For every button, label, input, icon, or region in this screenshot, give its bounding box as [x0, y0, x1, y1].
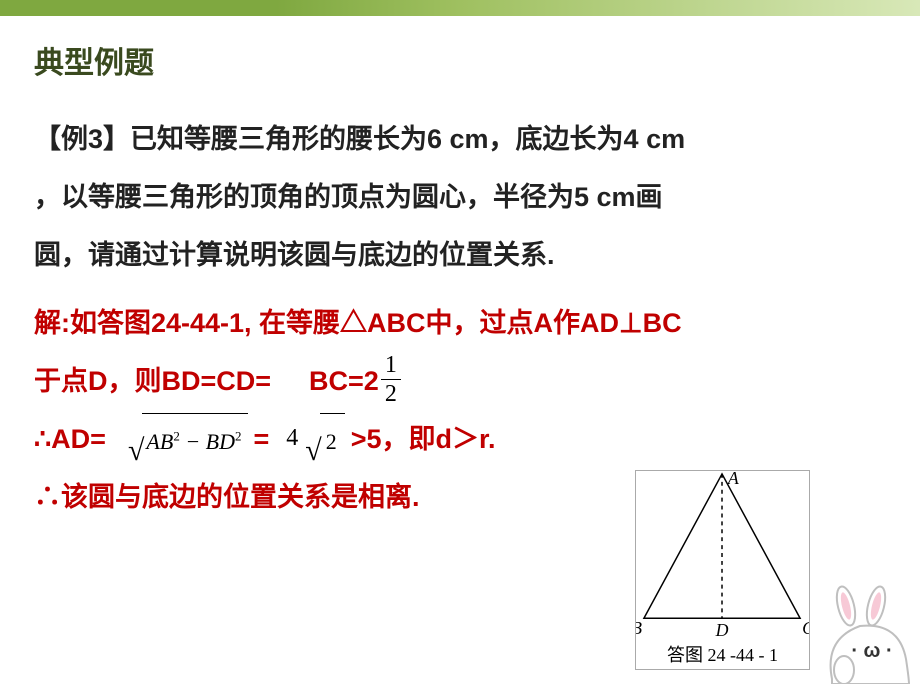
gradient-top-bar [0, 0, 920, 16]
sqrt-2: √ 2 [305, 413, 346, 465]
cartoon-rabbit-icon: · ω · [814, 584, 914, 684]
problem-line-2: ，以等腰三角形的顶角的顶点为圆心，半径为5 cm画 [34, 168, 890, 226]
problem-line-3: 圆，请通过计算说明该圆与底边的位置关系. [34, 226, 890, 284]
sol3-part-c: >5，即d＞r. [351, 410, 496, 468]
section-heading: 典型例题 [34, 38, 890, 82]
sqrt-ab2-bd2: √ AB2 − BD2 [128, 413, 250, 465]
label-c: C [802, 618, 809, 638]
rabbit-face-text: · ω · [851, 640, 892, 662]
coefficient-4: 4 [286, 413, 298, 465]
slide-content: 典型例题 【例3】已知等腰三角形的腰长为6 cm，底边长为4 cm ，以等腰三角… [0, 16, 920, 546]
fraction-numerator: 1 [381, 353, 401, 379]
sol2-part-b: BC=2 [309, 352, 379, 410]
radicand-2: 2 [320, 413, 345, 465]
sol2-part-a: 于点D，则BD=CD= [34, 352, 271, 410]
label-d: D [715, 620, 729, 640]
problem-line-1: 【例3】已知等腰三角形的腰长为6 cm，底边长为4 cm [34, 110, 890, 168]
sol3-part-a: ∴AD= [34, 410, 106, 468]
answer-figure: A B C D 答图 24 -44 - 1 [635, 470, 810, 670]
figure-caption: 答图 24 -44 - 1 [636, 641, 809, 671]
fraction-one-half: 1 2 [381, 353, 401, 406]
sol3-part-b: = [254, 410, 270, 468]
radicand-1: AB2 − BD2 [142, 413, 247, 465]
solution-line-1: 解:如答图24-44-1, 在等腰△ABC中，过点A作AD⊥BC [34, 294, 890, 352]
triangle-diagram: A B C D [636, 471, 809, 641]
solution-line-3: ∴AD= √ AB2 − BD2 = 4 √ 2 >5，即d＞r. [34, 410, 890, 468]
fraction-denominator: 2 [381, 379, 401, 406]
problem-text: 【例3】已知等腰三角形的腰长为6 cm，底边长为4 cm ，以等腰三角形的顶角的… [34, 110, 890, 284]
solution-line-2: 于点D，则BD=CD= BC=2 1 2 [34, 352, 890, 410]
label-a: A [727, 471, 739, 488]
label-b: B [636, 618, 642, 638]
